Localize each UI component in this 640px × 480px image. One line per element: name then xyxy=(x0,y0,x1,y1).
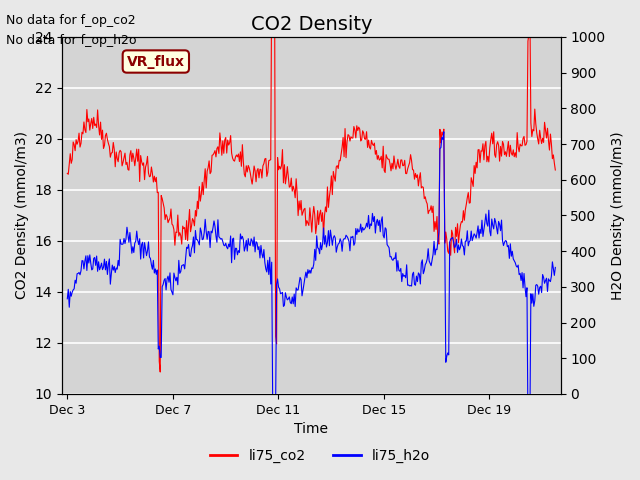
Y-axis label: H2O Density (mmol/m3): H2O Density (mmol/m3) xyxy=(611,131,625,300)
Y-axis label: CO2 Density (mmol/m3): CO2 Density (mmol/m3) xyxy=(15,132,29,300)
Text: No data for f_op_h2o: No data for f_op_h2o xyxy=(6,34,137,47)
Text: No data for f_op_co2: No data for f_op_co2 xyxy=(6,14,136,27)
Title: CO2 Density: CO2 Density xyxy=(251,15,372,34)
Legend: li75_co2, li75_h2o: li75_co2, li75_h2o xyxy=(204,443,436,468)
X-axis label: Time: Time xyxy=(294,422,328,436)
Text: VR_flux: VR_flux xyxy=(127,55,185,69)
